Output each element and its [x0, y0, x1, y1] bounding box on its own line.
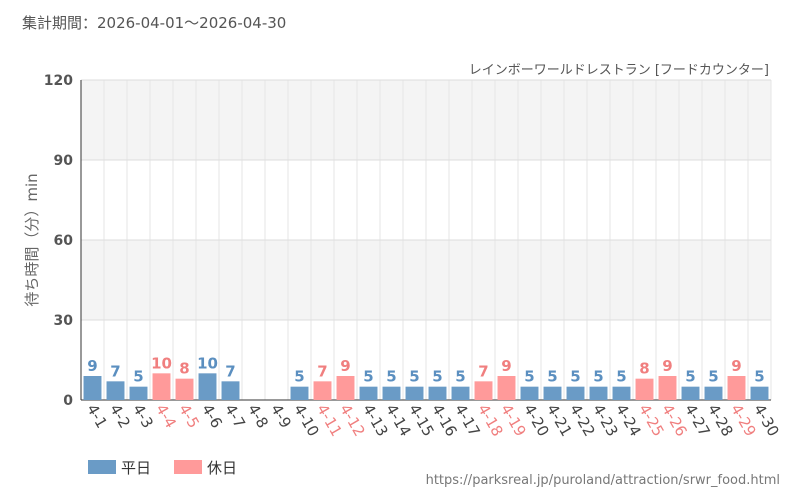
y-tick-label: 60: [54, 233, 74, 249]
bar-value-label: 5: [547, 368, 557, 386]
bar-value-label: 9: [662, 357, 672, 375]
x-tick-label: 4-30: [750, 401, 783, 439]
x-tick-label: 4-2: [106, 401, 134, 431]
bar-value-label: 7: [317, 362, 327, 380]
x-tick-label: 4-6: [198, 401, 226, 431]
bar-value-label: 5: [294, 368, 304, 386]
bar-value-label: 9: [501, 357, 511, 375]
bar: [497, 376, 516, 400]
bar: [451, 386, 470, 400]
bar-value-label: 9: [340, 357, 350, 375]
y-tick-label: 90: [54, 153, 74, 169]
bar: [681, 386, 700, 400]
x-tick-label: 4-4: [152, 401, 180, 431]
bar: [359, 386, 378, 400]
bar-value-label: 5: [593, 368, 603, 386]
bar: [566, 386, 585, 400]
bar-value-label: 7: [225, 362, 235, 380]
bar: [543, 386, 562, 400]
bar-value-label: 5: [363, 368, 373, 386]
bar: [750, 386, 769, 400]
bar: [612, 386, 631, 400]
source-url[interactable]: https://parksreal.jp/puroland/attraction…: [425, 473, 780, 488]
legend-label-weekday: 平日: [121, 459, 151, 477]
bar-value-label: 5: [570, 368, 580, 386]
x-tick-label: 4-5: [175, 401, 203, 431]
bar: [106, 381, 125, 400]
bar-value-label: 8: [639, 360, 649, 378]
bar-value-label: 10: [197, 354, 218, 372]
bar: [382, 386, 401, 400]
bar-value-label: 5: [432, 368, 442, 386]
bar: [704, 386, 723, 400]
period-label: 集計期間：2026-04-01～2026-04-30: [22, 14, 287, 32]
bar: [290, 386, 309, 400]
bar-value-label: 5: [708, 368, 718, 386]
bar: [635, 378, 654, 400]
bar-value-label: 5: [133, 368, 143, 386]
x-tick-label: 4-1: [83, 401, 111, 431]
bar: [221, 381, 240, 400]
bar: [520, 386, 539, 400]
bar-value-label: 5: [685, 368, 695, 386]
x-tick-label: 4-9: [267, 401, 295, 431]
bar: [313, 381, 332, 400]
x-tick-label: 4-7: [221, 401, 249, 431]
x-tick-label: 4-8: [244, 401, 272, 431]
legend-label-holiday: 休日: [207, 459, 237, 477]
y-tick-label: 0: [63, 393, 73, 409]
bar: [198, 373, 217, 400]
bar: [727, 376, 746, 400]
bar-value-label: 9: [87, 357, 97, 375]
chart-subtitle: レインボーワールドレストラン [フードカウンター]: [468, 63, 769, 78]
bar: [83, 376, 102, 400]
bar: [175, 378, 194, 400]
bar-value-label: 7: [110, 362, 120, 380]
bar-value-label: 8: [179, 360, 189, 378]
bar: [428, 386, 447, 400]
bar-value-label: 10: [151, 354, 172, 372]
y-tick-label: 30: [54, 313, 74, 329]
x-tick-label: 4-3: [129, 401, 157, 431]
y-axis-label: 待ち時間（分）min: [23, 173, 41, 306]
bar-value-label: 5: [409, 368, 419, 386]
bar-value-label: 5: [616, 368, 626, 386]
bar: [129, 386, 148, 400]
bar: [152, 373, 171, 400]
bar: [589, 386, 608, 400]
bar: [474, 381, 493, 400]
bar: [405, 386, 424, 400]
bar-value-label: 5: [455, 368, 465, 386]
bar-value-label: 9: [731, 357, 741, 375]
bar-value-label: 5: [524, 368, 534, 386]
y-tick-label: 120: [44, 73, 73, 89]
bar-value-label: 5: [386, 368, 396, 386]
bar-value-label: 5: [754, 368, 764, 386]
legend-swatch-holiday: [174, 460, 202, 474]
legend-swatch-weekday: [88, 460, 116, 474]
bar: [336, 376, 355, 400]
bar: [658, 376, 677, 400]
bar-value-label: 7: [478, 362, 488, 380]
